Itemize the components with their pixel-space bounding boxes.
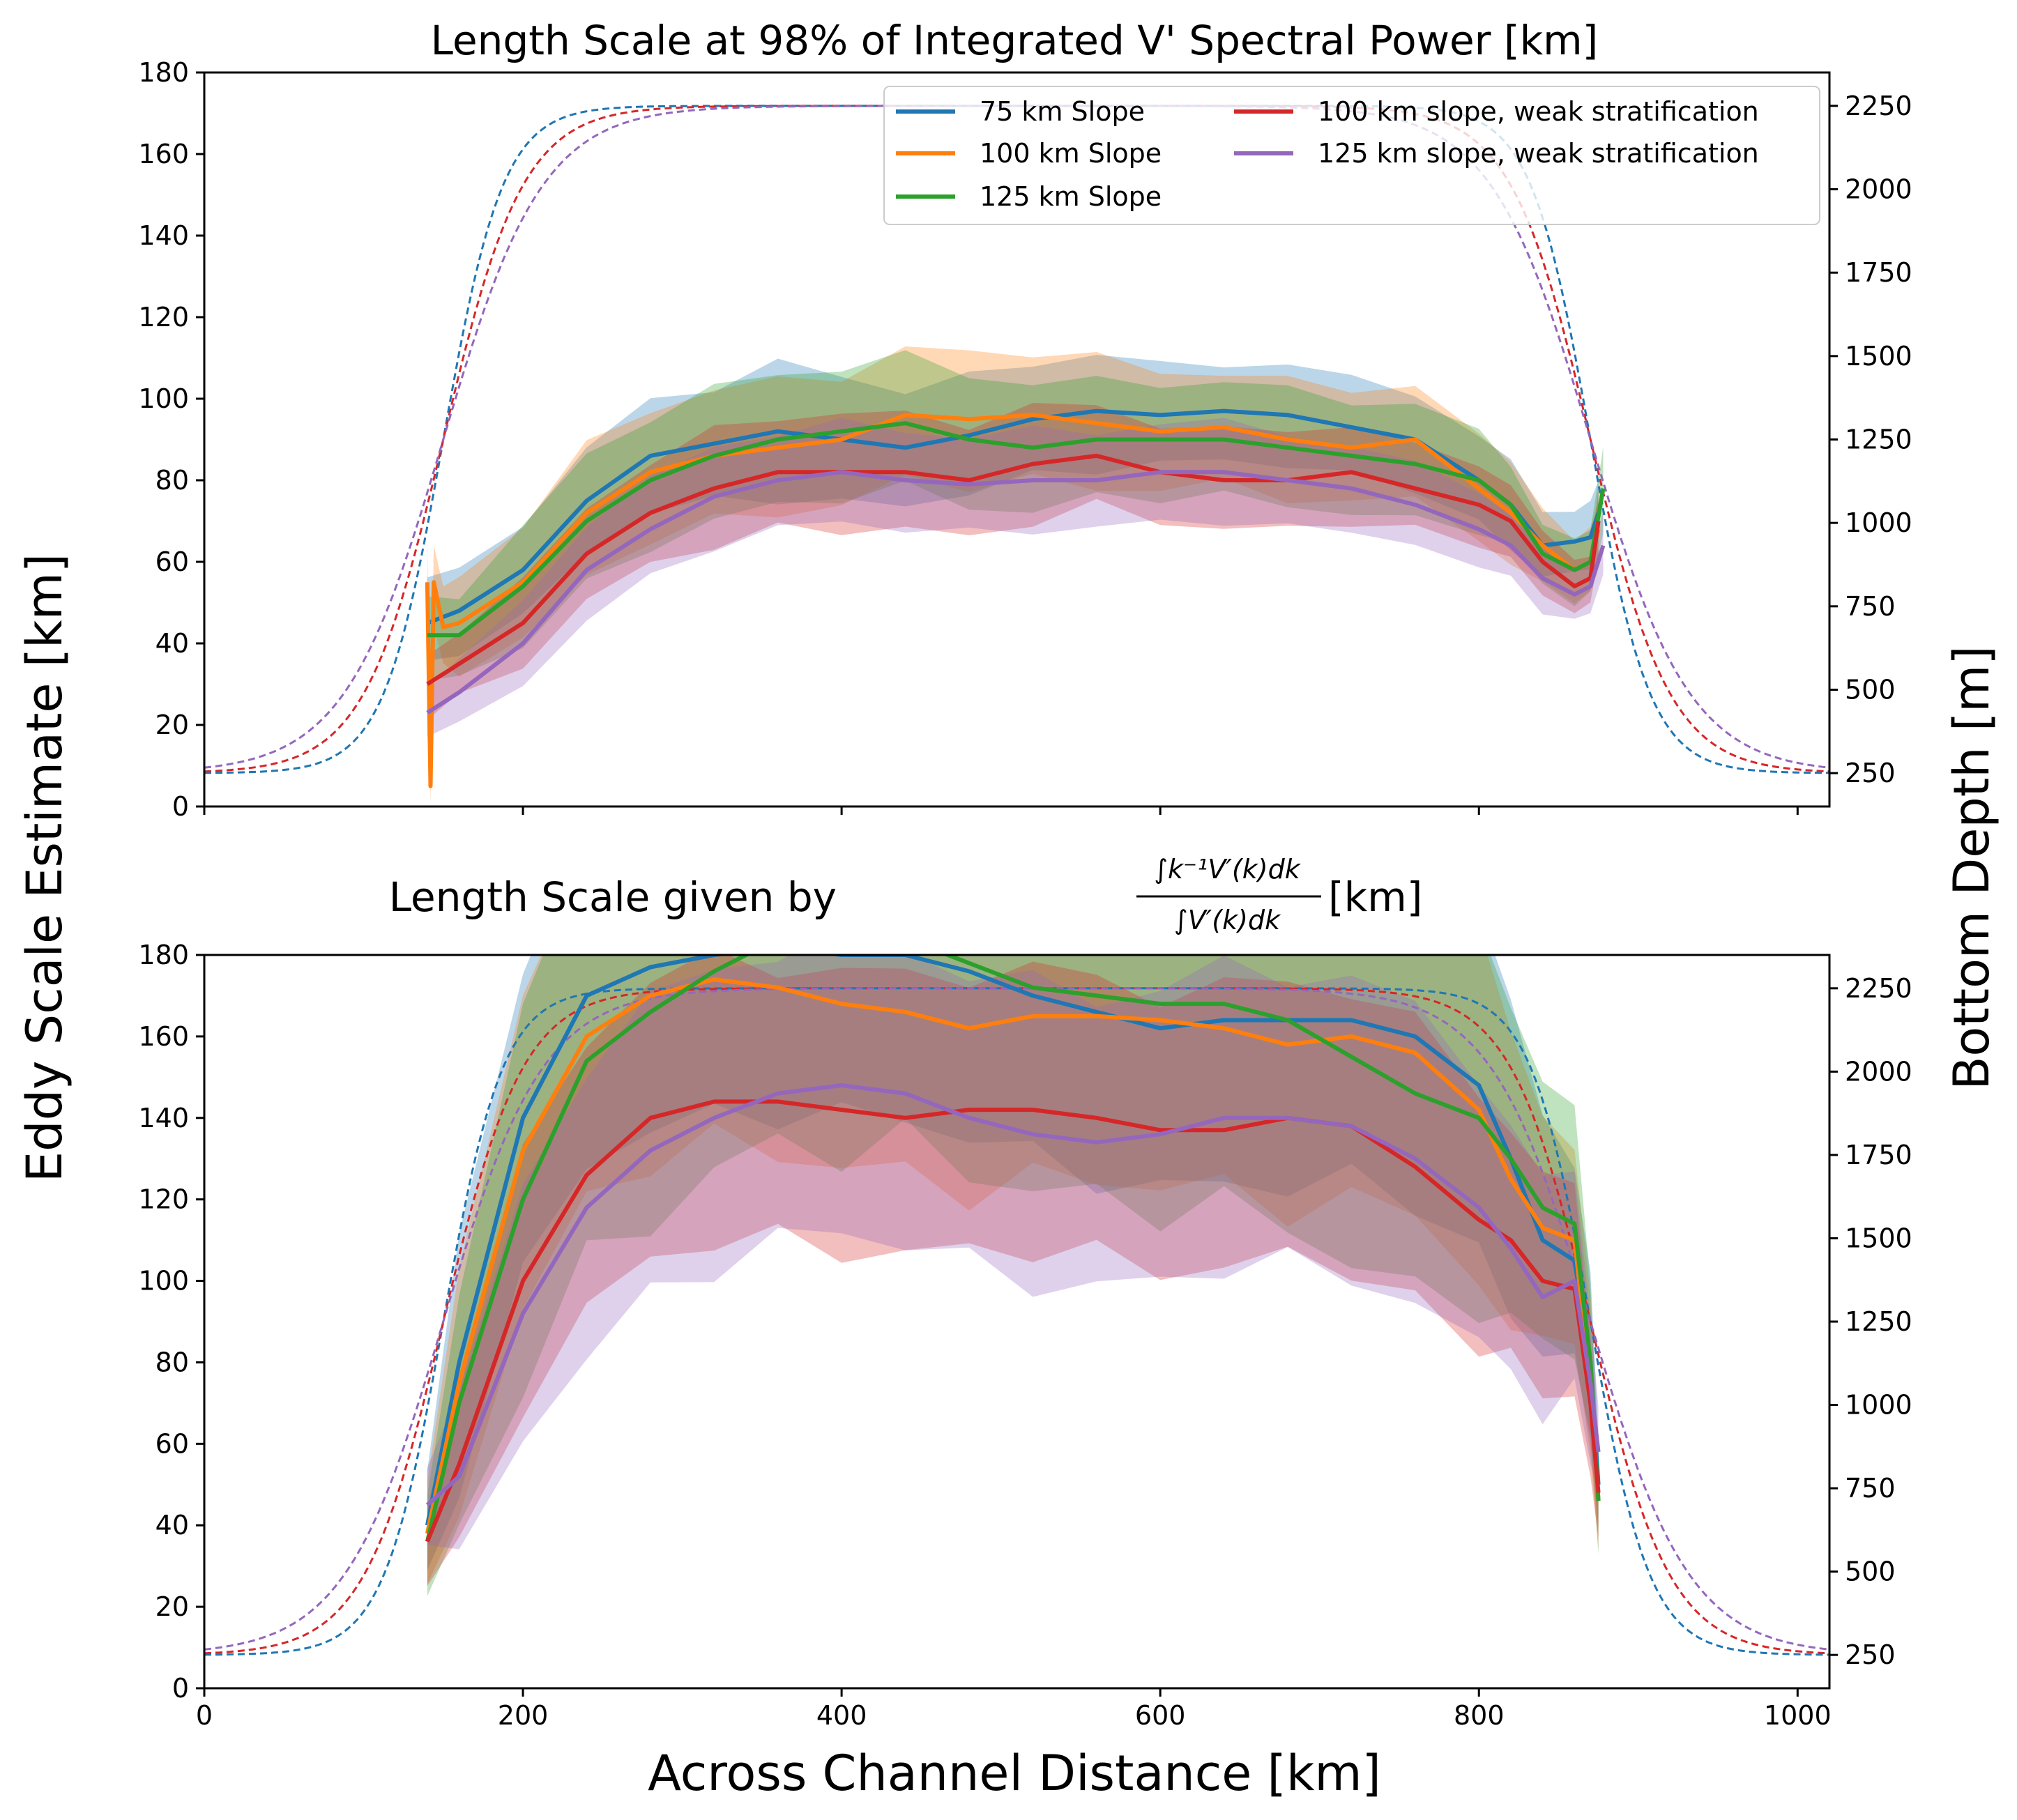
y-right-tick-label: 500 [1845,1557,1896,1587]
legend-label: 100 km slope, weak stratification [1318,96,1759,127]
y-tick-label: 60 [155,546,189,577]
y-right-tick-label: 2250 [1845,91,1912,121]
legend: 75 km Slope 100 km Slope 125 km Slope 100 k… [883,86,1820,225]
panel-top-axes: 0 20 40 60 80 100 120 140 160 180 250 500 750 1000 125… [138,57,1912,822]
x-tick-label: 800 [1454,1700,1505,1731]
y-tick-label: 120 [138,302,189,332]
y-tick-label: 180 [138,940,189,970]
panel-bottom-title-unit: [km] [1328,873,1422,921]
plot-area [204,955,1829,1656]
uncertainty-band [427,418,1604,737]
x-axis-title: Across Channel Distance [km] [648,1745,1381,1802]
panel-top: Length Scale at 98% of Integrated V' Spe… [138,17,1912,822]
uncertainty-band [427,955,1599,1586]
panel-bottom-axes: 0 20 40 60 80 100 120 140 160 180 250 500 750 1000 125… [138,940,1912,1731]
y-right-tick-label: 250 [1845,758,1896,788]
series-line [427,421,1606,638]
series-line [425,955,1601,1526]
legend-label: 125 km slope, weak stratification [1318,138,1759,169]
y-tick-label: 160 [138,1021,189,1052]
y-tick-label: 180 [138,57,189,88]
x-tick-label: 1000 [1764,1700,1832,1731]
x-tick-label: 0 [196,1700,213,1731]
y-right-tick-label: 1250 [1845,1306,1912,1337]
panel-bottom-marks [204,955,1829,1656]
legend-label: 75 km Slope [980,96,1145,127]
y-right-tick-label: 1500 [1845,1223,1912,1253]
panel-bottom-title-denominator: ∫V′(k)dk [1174,905,1281,935]
y-right-tick-label: 500 [1845,674,1896,705]
series-line [426,453,1601,687]
y-tick-label: 80 [155,465,189,496]
uncertainty-band [427,955,1599,1584]
x-tick-label: 400 [816,1700,867,1731]
y-tick-label: 20 [155,1591,189,1622]
uncertainty-band [427,346,1599,804]
y-right-tick-label: 2000 [1845,1056,1912,1087]
series-line [426,470,1606,715]
y-tick-label: 40 [155,1510,189,1540]
series-line [425,955,1601,1543]
legend-label: 125 km Slope [980,181,1162,212]
y-tick-label: 60 [155,1428,189,1459]
series-line [425,1083,1601,1507]
y-right-tick-label: 750 [1845,1473,1896,1504]
panel-top-marks [204,105,1829,804]
series-line [425,1099,1601,1543]
legend-label: 100 km Slope [980,138,1162,169]
y-tick-label: 0 [172,1673,189,1704]
y-right-tick-label: 2000 [1845,174,1912,205]
y-right-tick-label: 1750 [1845,257,1912,288]
y-right-tick-label: 750 [1845,591,1896,622]
series-line [425,413,1601,788]
panel-bottom-title: Length Scale given by [389,873,837,921]
legend-frame [883,86,1820,225]
panel-bottom: Length Scale given by ∫k⁻¹V′(k)dk ∫V′(k)… [138,854,1912,1731]
y-tick-label: 140 [138,220,189,251]
y-right-tick-label: 2250 [1845,973,1912,1004]
y-tick-label: 80 [155,1347,189,1377]
x-tick-label: 600 [1135,1700,1186,1731]
uncertainty-band [427,355,1599,661]
uncertainty-band [427,350,1604,681]
y-right-tick-label: 250 [1845,1639,1896,1670]
series-line [425,977,1601,1534]
uncertainty-band [427,955,1599,1570]
y-tick-label: 20 [155,710,189,740]
panel-top-title: Length Scale at 98% of Integrated V' Spe… [431,17,1599,64]
y-tick-label: 120 [138,1184,189,1215]
y-tick-label: 40 [155,628,189,659]
y-tick-label: 140 [138,1103,189,1133]
y-axis-title-right: Bottom Depth [m] [1943,645,2000,1089]
y-tick-label: 100 [138,383,189,414]
x-tick-label: 200 [498,1700,549,1731]
panel-bottom-title-numerator: ∫k⁻¹V′(k)dk [1154,854,1301,885]
y-tick-label: 100 [138,1266,189,1297]
y-tick-label: 160 [138,139,189,169]
y-right-tick-label: 1000 [1845,1390,1912,1421]
y-tick-label: 0 [172,791,189,822]
y-axis-title-left: Eddy Scale Estimate [km] [16,553,73,1182]
y-right-tick-label: 1750 [1845,1140,1912,1170]
y-right-tick-label: 1000 [1845,507,1912,538]
y-right-tick-label: 1250 [1845,425,1912,455]
y-right-tick-label: 1500 [1845,341,1912,372]
plot-area [204,105,1829,804]
